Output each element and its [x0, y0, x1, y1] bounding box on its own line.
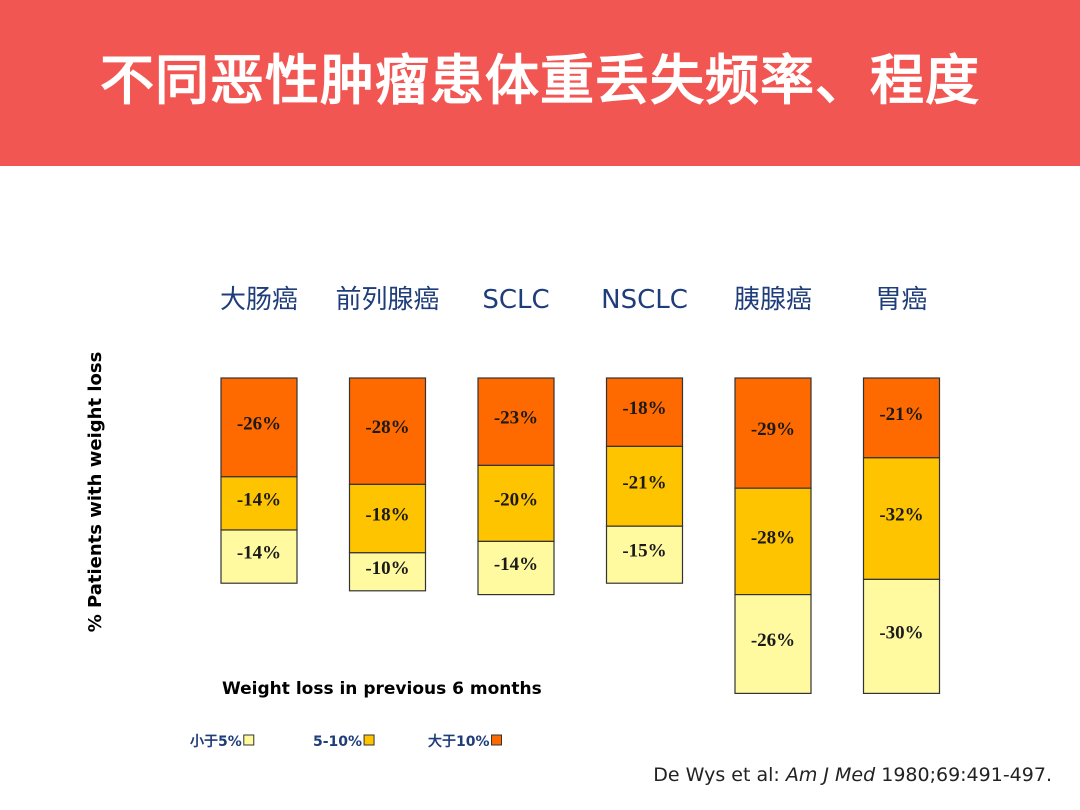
bar-segment [348, 377, 427, 486]
bar-segment [862, 377, 941, 459]
title-banner: 不同恶性肿瘤患体重丢失频率、程度 [0, 0, 1080, 166]
category-label: 胰腺癌 [734, 285, 812, 315]
segment-value-label: -28% [365, 417, 409, 438]
category-label: NSCLC [601, 285, 688, 315]
segment-labels: -26% -14% -14% -28% -18% -10% -23% -20% -14% -18%… [237, 398, 924, 651]
bars [220, 377, 941, 695]
citation-details: 1980;69:491-497. [875, 764, 1052, 786]
segment-value-label: -18% [622, 398, 666, 419]
citation: De Wys et al: Am J Med 1980;69:491-497. [653, 764, 1052, 786]
segment-value-label: -14% [237, 489, 281, 510]
bar-segment [477, 540, 555, 596]
segment-value-label: -23% [494, 408, 538, 429]
segment-value-label: -30% [879, 622, 923, 643]
bar-segment [477, 377, 555, 467]
segment-value-label: -26% [237, 413, 281, 434]
bar-segment [220, 476, 298, 531]
page-title: 不同恶性肿瘤患体重丢失频率、程度 [100, 49, 980, 112]
bar-segment [348, 552, 427, 592]
category-label: 大肠癌 [220, 285, 298, 315]
category-label: 胃癌 [875, 285, 927, 315]
segment-value-label: -15% [622, 541, 666, 562]
citation-journal: Am J Med [785, 764, 876, 786]
segment-value-label: -14% [494, 554, 538, 575]
segment-value-label: -18% [365, 505, 409, 526]
citation-authors: De Wys et al: [653, 764, 786, 786]
segment-value-label: -28% [751, 527, 795, 548]
segment-value-label: -10% [365, 558, 409, 579]
bar-segment [605, 377, 684, 448]
category-labels: 大肠癌 前列腺癌 SCLC NSCLC 胰腺癌 胃癌 [220, 285, 928, 315]
legend: 小于5% 5-10% 大于10% [190, 733, 503, 750]
segment-value-label: -14% [237, 543, 281, 564]
segment-value-label: -32% [879, 505, 923, 526]
legend-swatch [243, 734, 255, 746]
legend-label: 小于5% [190, 734, 242, 750]
bar-segment [734, 377, 812, 489]
segment-value-label: -20% [494, 489, 538, 510]
bar-segment [477, 464, 555, 542]
bar-segment [862, 457, 941, 580]
segment-value-label: -21% [622, 472, 666, 493]
bar-segment [348, 483, 427, 554]
x-axis-label: Weight loss in previous 6 months [222, 679, 542, 699]
legend-swatch [363, 734, 375, 746]
segment-value-label: -26% [751, 630, 795, 651]
category-label: 前列腺癌 [335, 285, 439, 315]
segment-value-label: -29% [751, 419, 795, 440]
legend-swatch [491, 734, 503, 746]
bar-segment [734, 487, 812, 596]
bar-segment [734, 593, 812, 694]
segment-value-label: -21% [879, 404, 923, 425]
bar-segment [862, 578, 941, 695]
bar-segment [605, 525, 684, 584]
legend-label: 5-10% [313, 734, 362, 750]
y-axis-label: % Patients with weight loss [85, 352, 106, 633]
category-label: SCLC [482, 285, 549, 315]
bar-segment [605, 445, 684, 527]
bar-segment [220, 529, 298, 584]
legend-label: 大于10% [428, 733, 490, 750]
